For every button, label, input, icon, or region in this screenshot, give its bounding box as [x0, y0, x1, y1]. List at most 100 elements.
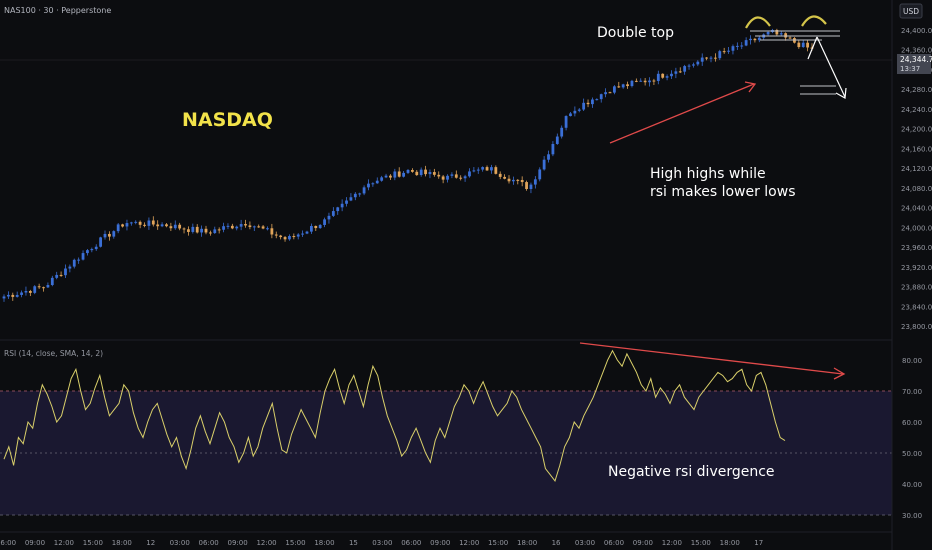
candle	[274, 231, 278, 239]
candle	[652, 78, 656, 85]
candle	[757, 35, 761, 43]
candle	[327, 212, 331, 224]
candle	[11, 292, 15, 301]
candle	[50, 275, 54, 287]
candle	[503, 174, 507, 180]
candle	[656, 70, 660, 85]
price-tick-label: 24,200.0	[901, 126, 932, 134]
candle	[296, 233, 300, 240]
nasdaq-label: NASDAQ	[182, 109, 273, 131]
candle	[147, 217, 151, 230]
time-tick-label: 12:00	[256, 539, 276, 547]
candle	[24, 286, 28, 296]
price-tick-label: 23,800.0	[901, 323, 932, 331]
candle	[99, 236, 103, 248]
candle	[621, 83, 625, 89]
candle	[713, 53, 717, 62]
candle	[564, 115, 568, 131]
candle	[90, 247, 94, 253]
candle	[55, 271, 59, 280]
candle	[643, 78, 647, 86]
candle	[15, 291, 19, 298]
candle	[6, 291, 10, 299]
candle	[143, 222, 146, 228]
candle	[283, 235, 287, 242]
candle	[151, 216, 155, 227]
time-tick-label: 12:00	[54, 539, 74, 547]
candle	[630, 79, 634, 88]
price-tick-label: 24,080.0	[901, 185, 932, 193]
candle	[402, 171, 406, 178]
candle	[389, 174, 392, 181]
candle	[309, 223, 313, 234]
candle	[367, 179, 370, 191]
candle	[182, 227, 186, 234]
candle	[490, 164, 493, 174]
candle	[397, 167, 401, 178]
candle	[788, 36, 792, 39]
candle	[740, 42, 744, 50]
candle	[266, 226, 269, 231]
candle	[349, 193, 353, 202]
candle	[582, 98, 586, 111]
rsi-downtrend-arrow[interactable]	[579, 342, 846, 380]
candle	[437, 171, 441, 179]
candle	[204, 225, 208, 235]
candle	[612, 85, 616, 95]
candle	[270, 223, 274, 239]
time-tick-label: 03:00	[170, 539, 190, 547]
time-tick-label: 09:00	[25, 539, 45, 547]
double-top-drawing[interactable]	[745, 15, 847, 99]
candle	[226, 223, 230, 230]
candle	[784, 32, 788, 41]
candle	[718, 49, 722, 61]
time-tick-label: 12:00	[459, 539, 479, 547]
rsi-axis[interactable]: 80.00 70.00 60.00 50.00 40.00 30.00	[902, 357, 922, 520]
candle	[468, 168, 471, 178]
candle	[239, 219, 243, 231]
rsi-header: RSI (14, close, SMA, 14, 2)	[4, 349, 103, 358]
rsi-tick-label: 70.00	[902, 388, 922, 396]
candle	[200, 225, 204, 237]
candle	[156, 220, 160, 230]
price-tick-label: 24,040.0	[901, 205, 932, 213]
candle	[213, 226, 217, 234]
candle	[516, 179, 520, 185]
currency-label[interactable]: USD	[903, 7, 919, 16]
time-tick-label: 18:00	[720, 539, 740, 547]
rsi-tick-label: 40.00	[902, 481, 922, 489]
time-tick-label: 17	[754, 539, 763, 547]
candle	[674, 67, 678, 79]
candle	[801, 40, 805, 48]
candle	[59, 271, 63, 277]
candle	[459, 175, 463, 181]
candle	[595, 98, 599, 101]
candle	[806, 39, 810, 52]
candle	[542, 156, 546, 171]
candle	[700, 53, 704, 66]
time-tick-label: 15:00	[83, 539, 103, 547]
candle	[599, 93, 603, 103]
divergence-note-line-2: rsi makes lower lows	[650, 184, 796, 200]
time-axis[interactable]: 06:00 09:00 12:00 15:00 18:00 12 03:00 06:00 09:…	[0, 539, 763, 547]
candle	[538, 167, 542, 182]
candle	[46, 282, 50, 288]
price-uptrend-arrow[interactable]	[609, 81, 757, 144]
candle	[463, 174, 467, 182]
candle	[77, 257, 81, 264]
candle	[301, 230, 305, 237]
candle	[608, 91, 612, 94]
price-tick-label: 23,880.0	[901, 284, 932, 292]
candle	[797, 39, 801, 49]
currency-box[interactable]	[899, 3, 923, 19]
double-top-label: Double top	[597, 25, 674, 41]
candle	[116, 223, 120, 234]
time-tick-label: 16	[552, 539, 561, 547]
candle	[64, 264, 67, 279]
time-tick-label: 18:00	[517, 539, 537, 547]
candle	[591, 97, 594, 108]
negative-divergence-label: Negative rsi divergence	[608, 464, 775, 480]
candle	[424, 165, 427, 177]
candle	[432, 168, 436, 177]
